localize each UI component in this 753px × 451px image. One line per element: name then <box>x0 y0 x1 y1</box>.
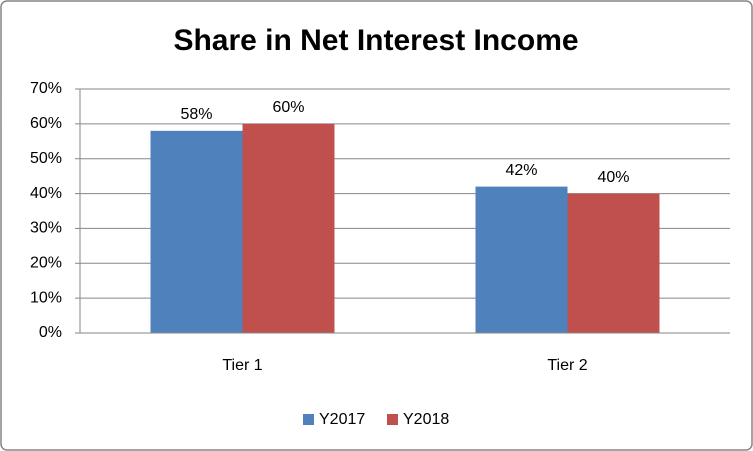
bar <box>475 186 568 333</box>
y-tick-label: 50% <box>30 150 62 167</box>
value-label: 40% <box>597 169 629 186</box>
legend-swatch <box>303 414 314 425</box>
y-tick-label: 70% <box>30 80 62 97</box>
legend-swatch <box>387 414 398 425</box>
y-tick-label: 30% <box>30 220 62 237</box>
bar <box>242 123 335 333</box>
chart-title: Share in Net Interest Income <box>173 24 578 57</box>
y-tick-label: 0% <box>39 324 62 341</box>
value-label: 58% <box>180 106 212 123</box>
bar <box>567 193 660 333</box>
value-label: 42% <box>505 162 537 179</box>
y-tick-label: 10% <box>30 289 62 306</box>
legend-label: Y2018 <box>403 411 449 428</box>
bar <box>150 130 243 333</box>
x-tick-label: Tier 1 <box>222 357 262 374</box>
y-tick-label: 60% <box>30 115 62 132</box>
y-tick-label: 20% <box>30 255 62 272</box>
legend-label: Y2017 <box>319 411 365 428</box>
value-label: 60% <box>272 99 304 116</box>
y-tick-label: 40% <box>30 185 62 202</box>
x-tick-label: Tier 2 <box>547 357 587 374</box>
